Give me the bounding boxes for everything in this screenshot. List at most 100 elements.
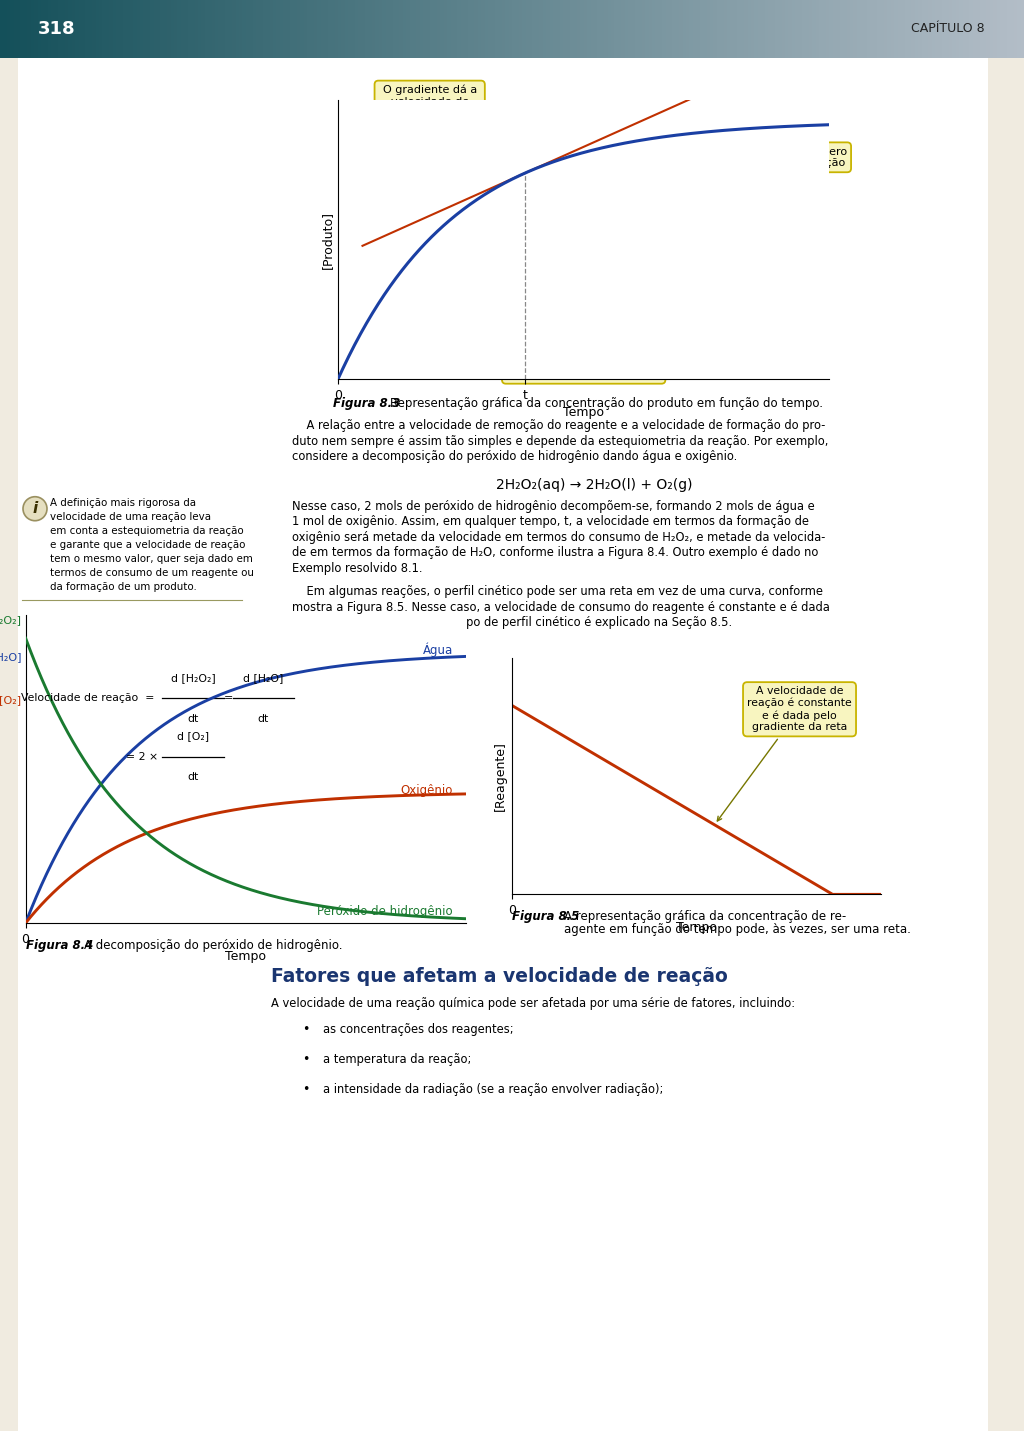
Bar [707,0,711,59]
Bar [898,0,902,59]
Text: •: • [302,1023,309,1036]
Bar [239,0,244,59]
Bar [543,0,547,59]
Bar [560,0,564,59]
Bar [669,0,674,59]
Bar [829,0,834,59]
Bar [379,0,383,59]
Text: mostra a Figura 8.5. Nesse caso, a velocidade de consumo do reagente é constante: mostra a Figura 8.5. Nesse caso, a veloc… [292,601,829,614]
Text: [H₂O₂]: [H₂O₂] [0,615,22,625]
Bar [540,0,544,59]
Bar [781,0,786,59]
Bar [290,0,295,59]
Bar [488,0,493,59]
Bar [358,0,362,59]
Bar [959,0,964,59]
Bar [717,0,721,59]
Text: [O₂]: [O₂] [0,695,22,705]
Bar [703,0,708,59]
Bar [755,0,759,59]
Bar [297,0,301,59]
Bar [785,0,790,59]
Bar [222,0,226,59]
Bar [474,0,479,59]
Bar [570,0,574,59]
Bar [328,0,332,59]
Bar [300,0,305,59]
Bar [679,0,684,59]
Bar [765,0,769,59]
Bar [837,0,841,59]
Bar [410,0,414,59]
Text: Figura 8.5: Figura 8.5 [512,910,580,923]
Bar [236,0,240,59]
Bar [31,0,35,59]
Bar [420,0,424,59]
Text: termos de consumo de um reagente ou: termos de consumo de um reagente ou [50,568,254,578]
X-axis label: Tempo: Tempo [563,406,604,419]
Bar [41,0,45,59]
Bar [983,0,987,59]
Text: [H₂O]: [H₂O] [0,653,22,663]
Text: A velocidade de uma reação química pode ser afetada por uma série de fatores, in: A velocidade de uma reação química pode … [271,997,796,1010]
Bar [61,0,66,59]
Bar [935,0,940,59]
Bar [325,0,329,59]
Bar [471,0,475,59]
Text: Fatores que afetam a velocidade de reação: Fatores que afetam a velocidade de reaçã… [271,967,728,986]
Bar [689,0,694,59]
Bar [89,0,93,59]
Bar [468,0,472,59]
Text: = 2 ×: = 2 × [126,751,158,761]
Bar [502,0,506,59]
Bar [65,0,70,59]
Bar [809,0,813,59]
Bar [686,0,690,59]
Bar [7,0,11,59]
Bar [266,0,270,59]
Bar [584,0,588,59]
Bar [335,0,339,59]
Bar [740,0,745,59]
Bar [553,0,557,59]
Bar [120,0,124,59]
Bar [1000,0,1005,59]
Bar [986,0,991,59]
Bar [908,0,912,59]
Bar [212,0,216,59]
Bar [911,0,915,59]
Bar [341,0,346,59]
Bar [577,0,582,59]
Bar [464,0,469,59]
Bar [901,0,905,59]
Bar [287,0,291,59]
X-axis label: Tempo: Tempo [225,950,266,963]
Bar [164,0,168,59]
Text: Exemplo resolvido 8.1.: Exemplo resolvido 8.1. [292,562,422,575]
Bar [850,0,854,59]
Bar [796,0,800,59]
Bar [259,0,264,59]
Text: d [O₂]: d [O₂] [177,731,209,741]
Bar [894,0,899,59]
Bar [812,0,817,59]
Text: dt: dt [258,714,269,724]
Bar [888,0,892,59]
Bar [714,0,718,59]
Bar [683,0,687,59]
Text: O gradiente dá a
velocidade de
reação no tempo t: O gradiente dá a velocidade de reação no… [379,84,521,170]
Bar [607,0,612,59]
Bar [816,0,820,59]
Bar [881,0,885,59]
Bar [563,0,567,59]
Bar [351,0,356,59]
Bar [509,0,513,59]
Bar [13,0,18,59]
Bar [1011,0,1015,59]
Bar [407,0,411,59]
Y-axis label: [Produto]: [Produto] [321,210,334,269]
Bar [198,0,203,59]
Text: e garante que a velocidade de reação: e garante que a velocidade de reação [50,539,246,550]
Bar [187,0,193,59]
Bar [945,0,950,59]
